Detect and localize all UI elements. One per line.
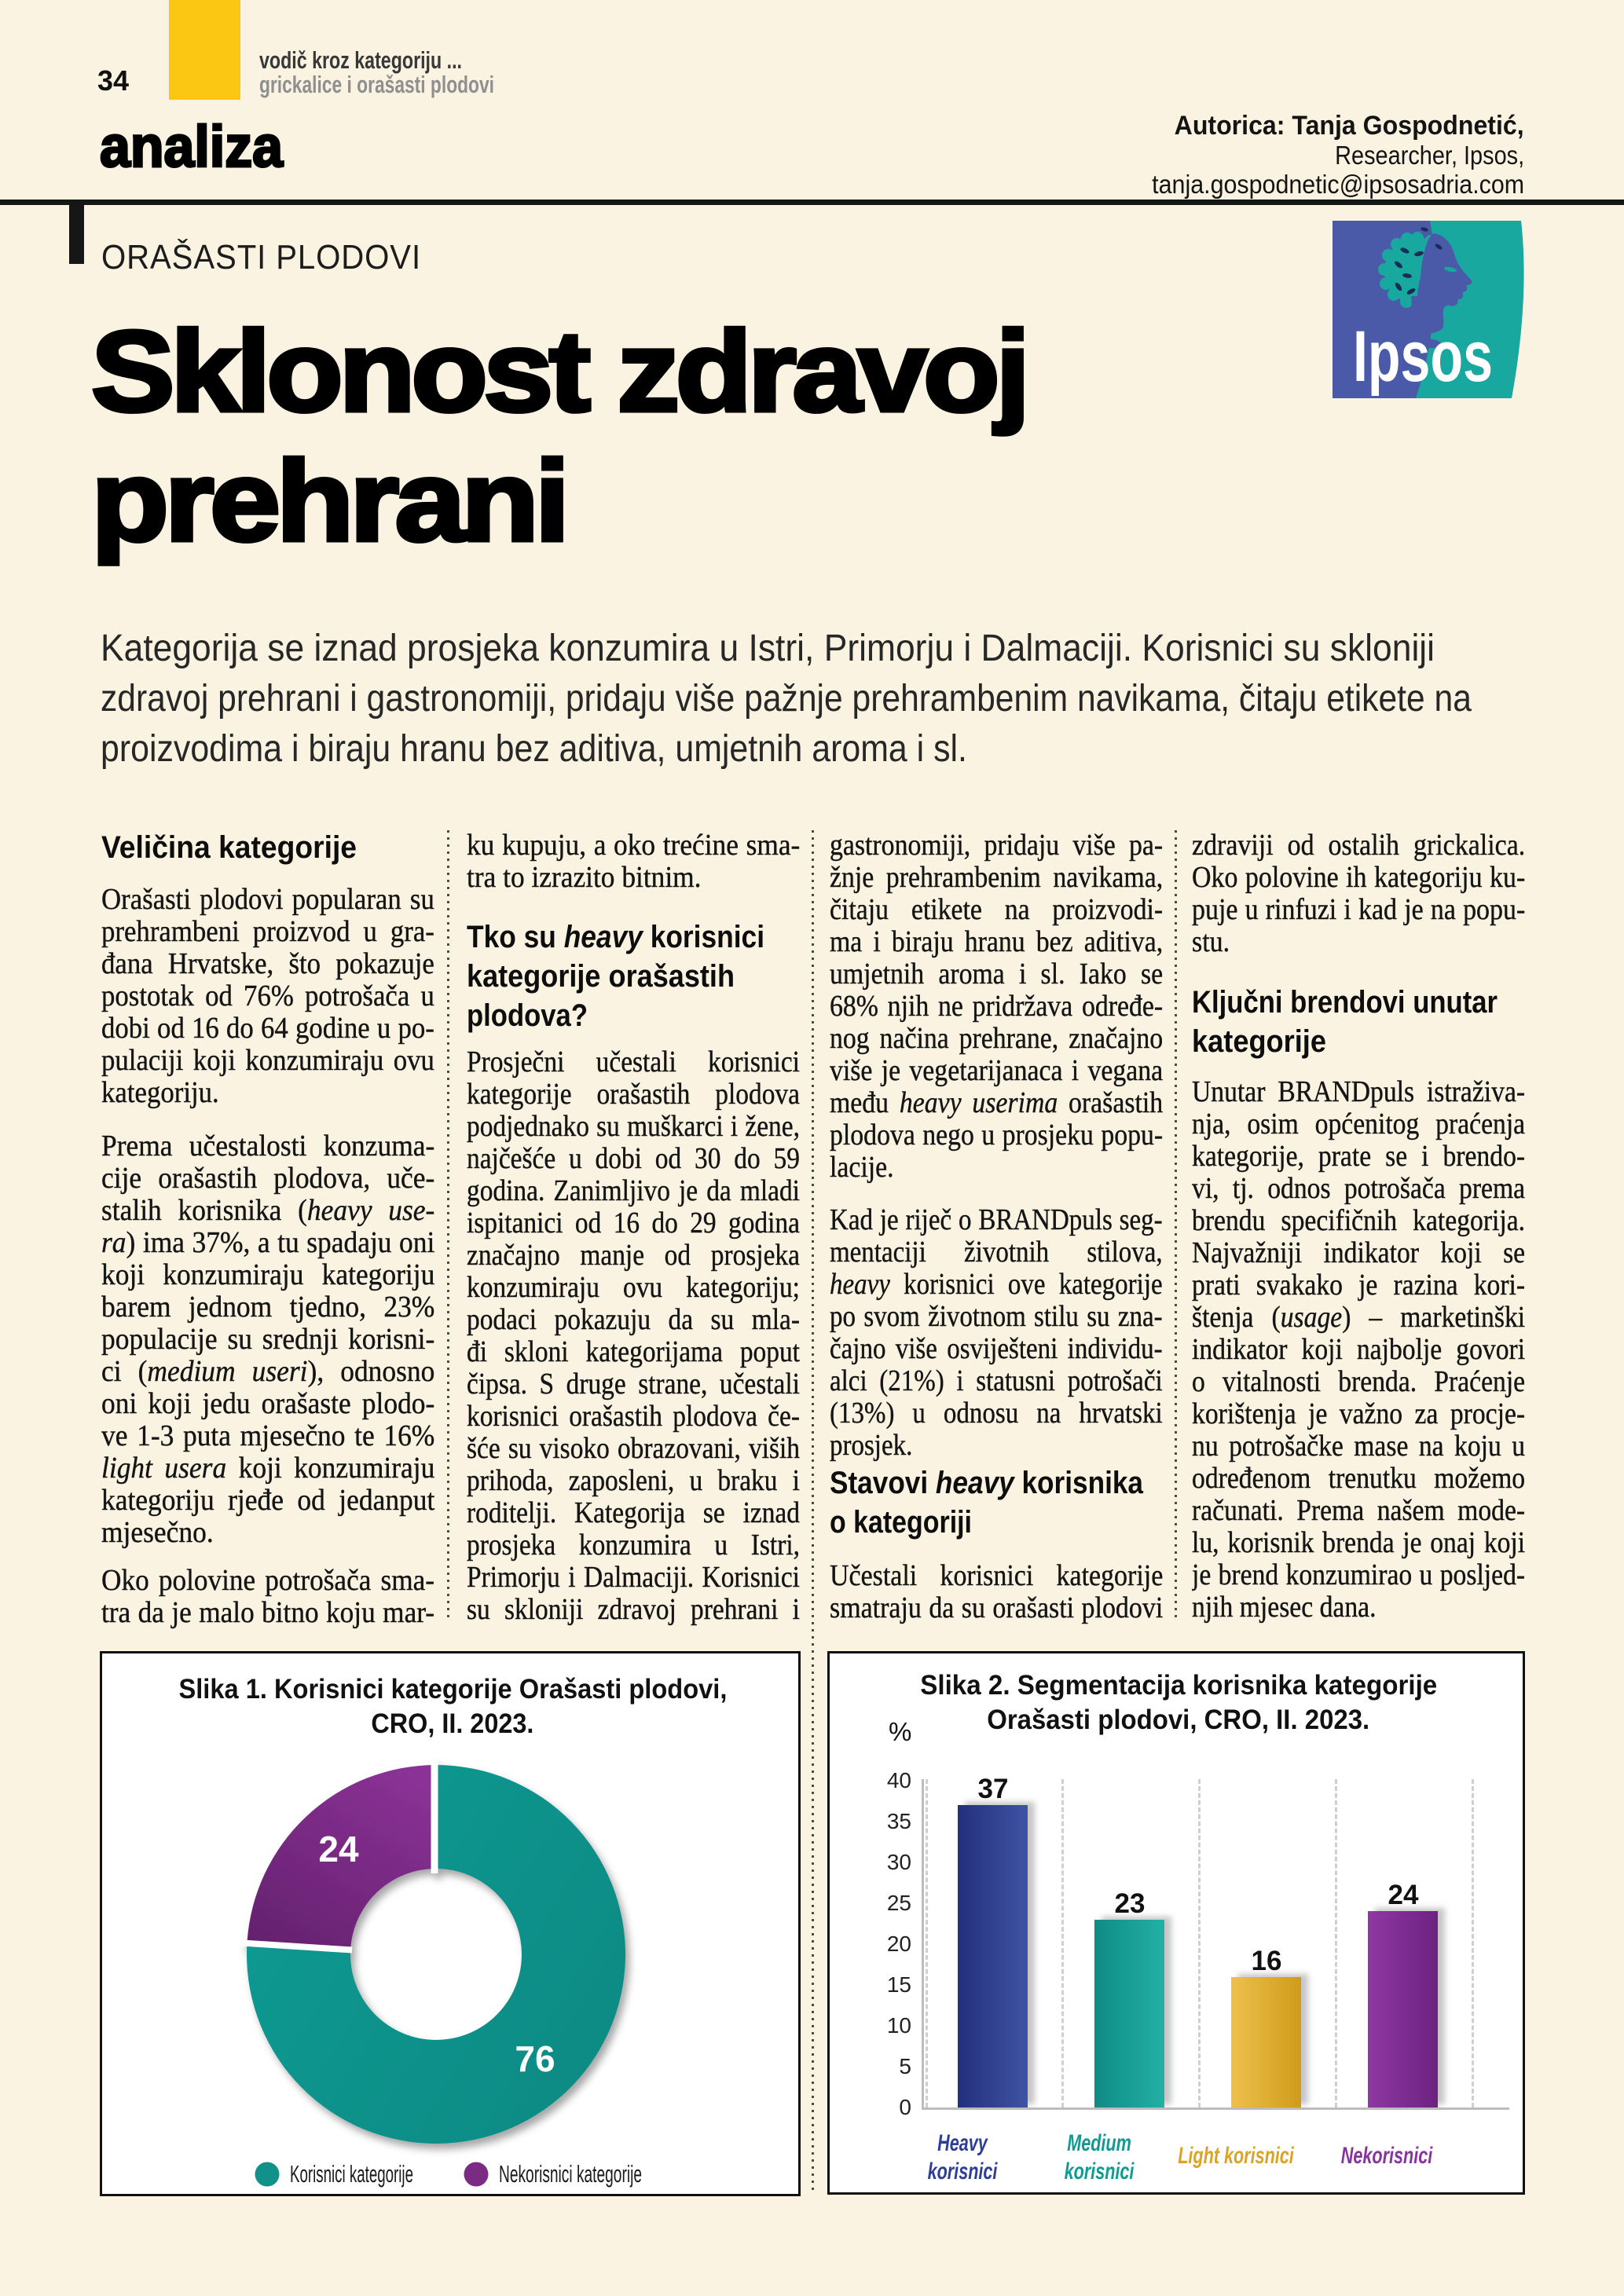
svg-text:24: 24 bbox=[318, 1829, 359, 1869]
svg-text:76: 76 bbox=[515, 2038, 555, 2079]
svg-text:Ipsos: Ipsos bbox=[1353, 317, 1493, 397]
